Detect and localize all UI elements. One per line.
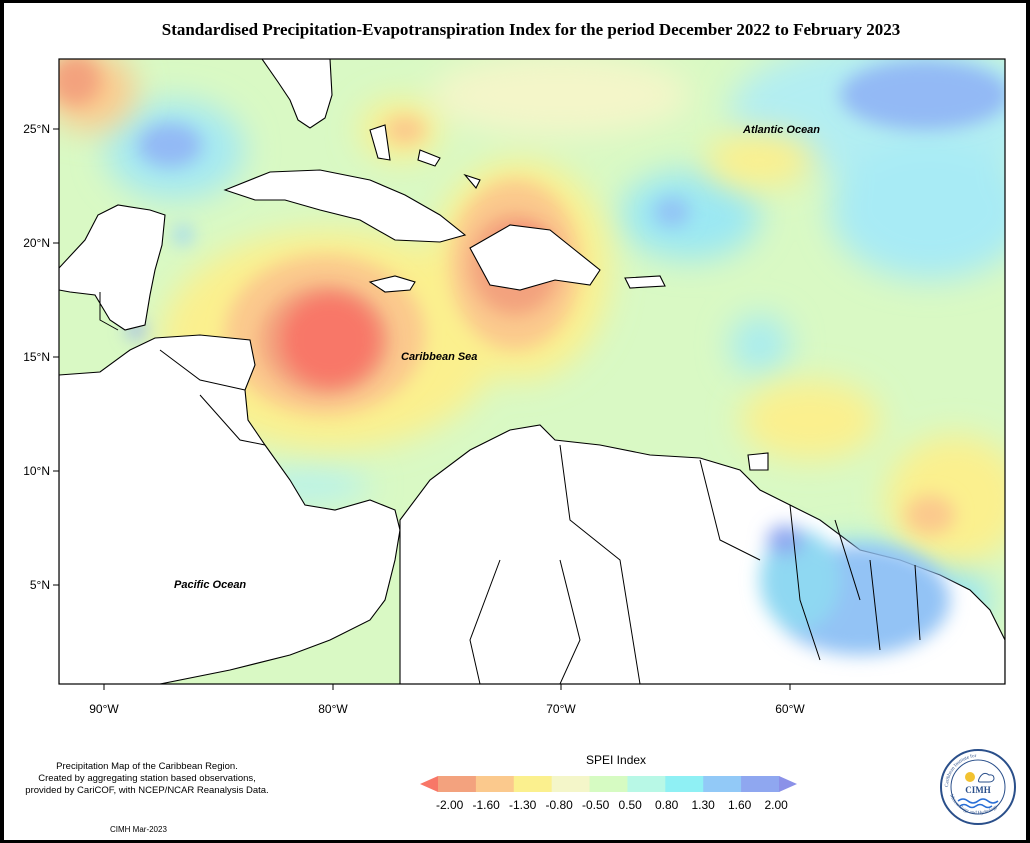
legend-swatch	[627, 776, 666, 792]
x-tick-label: 60°W	[775, 702, 805, 716]
legend-title: SPEI Index	[586, 753, 647, 767]
legend-tick-label: 1.60	[728, 798, 752, 812]
logo-abbr: CIMH	[965, 785, 991, 795]
legend-colorbar	[420, 776, 797, 792]
note-line: provided by CariCOF, with NCEP/NCAR Rean…	[25, 785, 269, 796]
cimh-logo: CIMH Caribbean Institute for Meteorology…	[940, 749, 1016, 825]
spei-field: Atlantic Ocean Caribbean Sea Pacific Oce…	[59, 59, 1005, 684]
legend-tick-label: -0.80	[545, 798, 573, 812]
cloud-icon	[978, 772, 995, 783]
map-border	[58, 58, 1006, 685]
legend-arrow-right	[779, 776, 797, 792]
legend-swatch	[438, 776, 477, 792]
x-tick-label: 80°W	[318, 702, 348, 716]
legend-swatch	[741, 776, 780, 792]
legend-tick-label: 2.00	[764, 798, 788, 812]
legend-swatch	[551, 776, 591, 792]
legend-tick-label: 1.30	[691, 798, 715, 812]
legend-tick-label: 0.80	[655, 798, 679, 812]
sun-icon	[965, 772, 975, 782]
legend-swatch	[513, 776, 553, 792]
legend-swatch	[589, 776, 628, 792]
map-description: Precipitation Map of the Caribbean Regio…	[12, 761, 282, 797]
map-title: Standardised Precipitation-Evapotranspir…	[161, 20, 901, 39]
credit-text: CIMH Mar-2023	[110, 825, 167, 834]
y-tick-label: 10°N	[23, 464, 50, 478]
x-tick-label: 70°W	[546, 702, 576, 716]
note-line: Created by aggregating station based obs…	[38, 773, 256, 784]
legend-swatch	[703, 776, 742, 792]
legend-tick-label: -0.50	[582, 798, 610, 812]
legend-swatch	[665, 776, 704, 792]
y-axis: 25°N 20°N 15°N 10°N 5°N	[23, 122, 59, 592]
legend-tick-label: -1.60	[472, 798, 500, 812]
atlantic-ocean-label: Atlantic Ocean	[742, 124, 820, 136]
legend-arrow-left	[420, 776, 438, 792]
legend-tick-label: -2.00	[436, 798, 464, 812]
legend-tick-label: 0.50	[618, 798, 642, 812]
caribbean-sea-label: Caribbean Sea	[401, 351, 477, 363]
wave-icon	[957, 798, 999, 804]
borders	[99, 292, 921, 684]
note-line: Precipitation Map of the Caribbean Regio…	[56, 761, 238, 772]
x-tick-label: 90°W	[89, 702, 119, 716]
y-tick-label: 25°N	[23, 122, 50, 136]
y-tick-label: 20°N	[23, 236, 50, 250]
pacific-ocean-label: Pacific Ocean	[174, 579, 246, 591]
legend-tick-label: -1.30	[509, 798, 537, 812]
legend-swatch	[475, 776, 515, 792]
x-axis: 90°W 80°W 70°W 60°W	[89, 684, 805, 716]
y-tick-label: 15°N	[23, 350, 50, 364]
y-tick-label: 5°N	[30, 578, 50, 592]
